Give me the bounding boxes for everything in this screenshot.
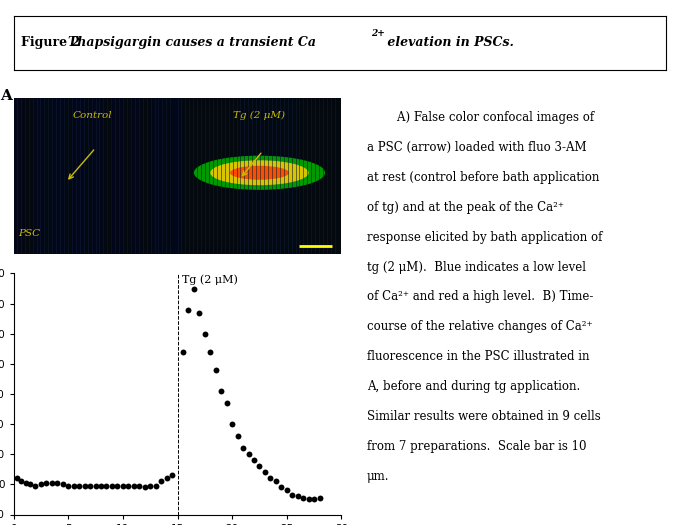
Point	[12, 474, 22, 482]
Text: response elicited by bath application of: response elicited by bath application of	[367, 230, 602, 244]
Point	[249, 456, 260, 465]
Point	[134, 482, 145, 490]
Point	[57, 480, 68, 489]
Bar	[92, 98, 102, 254]
Text: Control: Control	[73, 111, 112, 120]
Text: from 7 preparations.  Scale bar is 10: from 7 preparations. Scale bar is 10	[367, 440, 586, 454]
Text: A) False color confocal images of: A) False color confocal images of	[367, 111, 594, 123]
Bar	[14, 98, 23, 254]
Point	[216, 387, 226, 395]
Point	[24, 480, 35, 489]
FancyBboxPatch shape	[173, 98, 341, 254]
Bar	[53, 98, 63, 254]
Point	[35, 480, 46, 489]
Point	[303, 495, 314, 503]
Ellipse shape	[210, 160, 309, 185]
Point	[271, 477, 282, 486]
Point	[260, 468, 271, 477]
Point	[254, 462, 265, 470]
Point	[41, 479, 52, 487]
Text: of Ca²⁺ and red a high level.  B) Time-: of Ca²⁺ and red a high level. B) Time-	[367, 290, 593, 303]
Bar	[73, 98, 82, 254]
Text: PSC: PSC	[18, 229, 41, 238]
Point	[282, 486, 292, 495]
Point	[84, 481, 95, 490]
Point	[73, 481, 84, 490]
Bar	[151, 98, 161, 254]
Point	[107, 482, 118, 490]
Text: at rest (control before bath application: at rest (control before bath application	[367, 171, 599, 184]
Point	[314, 494, 325, 502]
Bar	[132, 98, 141, 254]
Point	[68, 482, 79, 490]
Point	[243, 450, 254, 458]
Ellipse shape	[230, 166, 289, 180]
Point	[276, 483, 287, 491]
Text: of tg) and at the peak of the Ca²⁺: of tg) and at the peak of the Ca²⁺	[367, 201, 564, 214]
Point	[226, 420, 237, 428]
Point	[79, 482, 90, 490]
Point	[90, 482, 101, 490]
Point	[309, 495, 320, 503]
Text: elevation in PSCs.: elevation in PSCs.	[383, 36, 514, 49]
Ellipse shape	[194, 155, 325, 190]
Point	[20, 479, 31, 487]
Point	[161, 474, 172, 482]
Bar	[33, 98, 43, 254]
FancyBboxPatch shape	[14, 98, 173, 254]
Text: A: A	[1, 89, 12, 103]
Point	[150, 482, 161, 490]
Point	[145, 482, 156, 490]
Text: course of the relative changes of Ca²⁺: course of the relative changes of Ca²⁺	[367, 320, 592, 333]
Text: fluorescence in the PSC illustrated in: fluorescence in the PSC illustrated in	[367, 351, 589, 363]
Text: Tg (2 μM): Tg (2 μM)	[182, 275, 238, 285]
Point	[265, 474, 276, 482]
Text: tg (2 μM).  Blue indicates a low level: tg (2 μM). Blue indicates a low level	[367, 260, 585, 274]
Bar	[112, 98, 122, 254]
Text: 2+: 2+	[371, 28, 385, 38]
Point	[237, 444, 248, 453]
Point	[210, 366, 221, 374]
Text: μm.: μm.	[367, 470, 389, 484]
Point	[199, 330, 210, 338]
Text: Figure 2: Figure 2	[22, 36, 85, 49]
Point	[16, 477, 27, 486]
Point	[118, 482, 129, 490]
Point	[298, 494, 309, 502]
Point	[123, 482, 134, 490]
Point	[188, 285, 199, 293]
Point	[287, 491, 298, 499]
Bar	[171, 98, 181, 254]
Point	[194, 308, 205, 317]
Point	[129, 482, 139, 490]
Point	[63, 481, 73, 490]
Point	[156, 477, 167, 486]
Point	[183, 306, 194, 314]
Text: Similar results were obtained in 9 cells: Similar results were obtained in 9 cells	[367, 411, 600, 423]
Text: Thapsigargin causes a transient Ca: Thapsigargin causes a transient Ca	[68, 36, 316, 49]
Point	[177, 348, 188, 356]
Point	[139, 482, 150, 491]
Text: A, before and during tg application.: A, before and during tg application.	[367, 381, 580, 393]
Point	[52, 479, 63, 487]
Point	[101, 482, 112, 490]
Text: Tg (2 μM): Tg (2 μM)	[233, 111, 286, 120]
Point	[46, 478, 57, 487]
Point	[167, 471, 177, 479]
Point	[221, 399, 232, 407]
Text: a PSC (arrow) loaded with fluo 3-AM: a PSC (arrow) loaded with fluo 3-AM	[367, 141, 586, 154]
Point	[112, 482, 123, 490]
Point	[96, 481, 107, 490]
Point	[30, 481, 41, 490]
Point	[205, 348, 216, 356]
Point	[232, 432, 243, 440]
Point	[292, 492, 303, 501]
